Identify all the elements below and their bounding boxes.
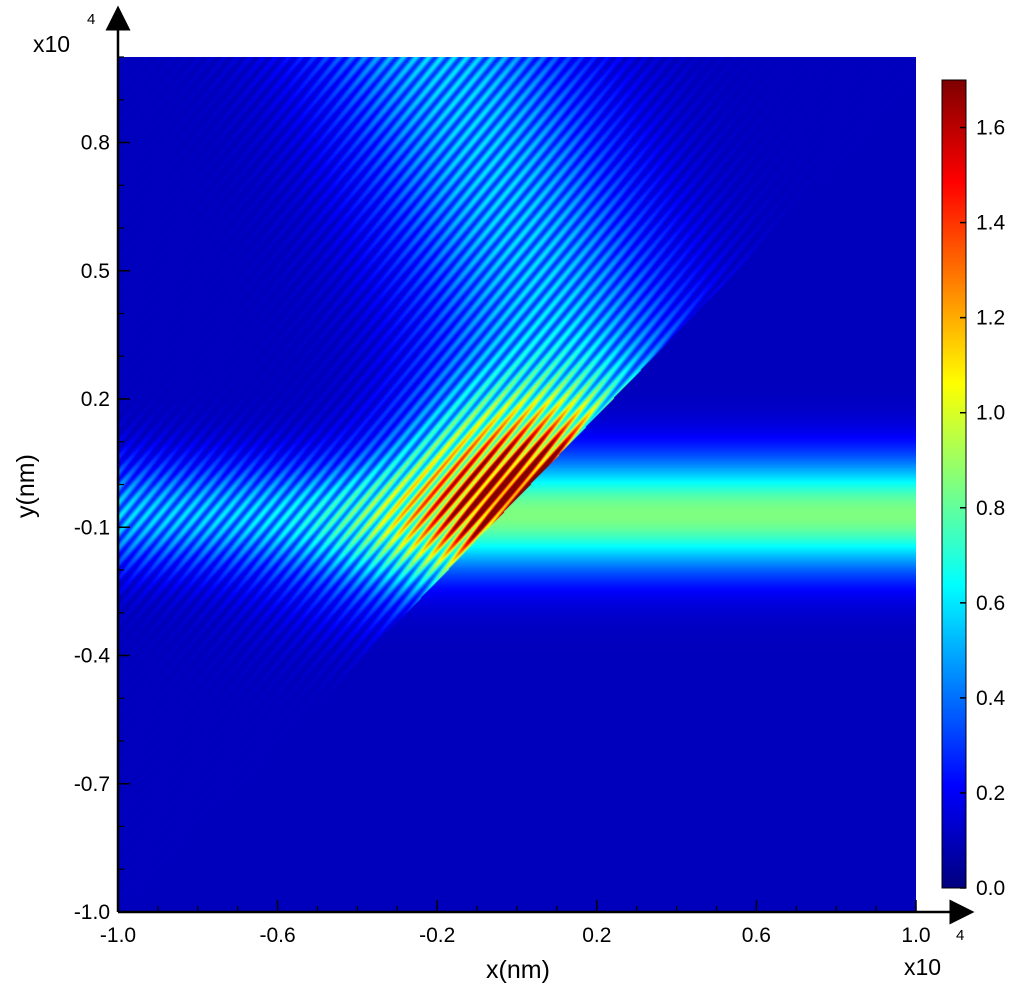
colorbar-tick-label: 0.6	[976, 592, 1005, 615]
heatmap-image	[118, 57, 916, 912]
colorbar-tick-label: 0.0	[976, 877, 1005, 900]
x-tick-label: 0.2	[582, 924, 611, 947]
y-axis-title: y(nm)	[12, 454, 40, 518]
axis-labels: x(nm) y(nm) x10 4 x10 4	[12, 11, 964, 984]
colorbar-tick-label: 0.8	[976, 497, 1005, 520]
colorbar-tick-label: 0.4	[976, 687, 1006, 710]
y-exponent-power: 4	[87, 11, 95, 28]
y-tick-label: -0.4	[74, 645, 111, 668]
x-exponent-power: 4	[956, 927, 964, 944]
colorbar-tick-label: 1.0	[976, 402, 1005, 425]
x-tick-label: 1.0	[901, 924, 930, 947]
y-tick-label: -1.0	[74, 901, 110, 924]
colorbar-gradient	[942, 80, 966, 888]
colorbar-tick-label: 1.6	[976, 117, 1005, 140]
x-tick-label: 0.6	[742, 924, 771, 947]
colorbar: 0.0 0.2 0.4 0.6 0.8 1.0 1.2 1.4 1.6	[941, 79, 1006, 900]
x-tick-label: -0.6	[260, 924, 296, 947]
x-exponent-label: x10	[904, 954, 941, 980]
axes: 0.8 0.5 0.2 -0.1 -0.4 -0.7 -1.0-1.0 -0.6 -0.2 0.2…	[74, 5, 975, 947]
y-exponent-label: x10	[33, 31, 70, 57]
colorbar-tick-label: 0.2	[976, 782, 1005, 805]
x-tick-label: -1.0	[100, 924, 136, 947]
y-tick-label: 0.8	[81, 132, 110, 155]
heatmap-plot-area	[118, 57, 916, 912]
colorbar-tick-label: 1.2	[976, 307, 1005, 330]
x-tick-label: -0.2	[419, 924, 455, 947]
colorbar-border	[941, 79, 967, 889]
colorbar-tick-label: 1.4	[976, 212, 1006, 235]
y-tick-label: 0.5	[81, 260, 110, 283]
x-axis-title: x(nm)	[486, 956, 550, 984]
y-tick-label: 0.2	[81, 388, 110, 411]
y-tick-label: -0.1	[74, 516, 110, 539]
y-tick-label: -0.7	[74, 773, 110, 796]
